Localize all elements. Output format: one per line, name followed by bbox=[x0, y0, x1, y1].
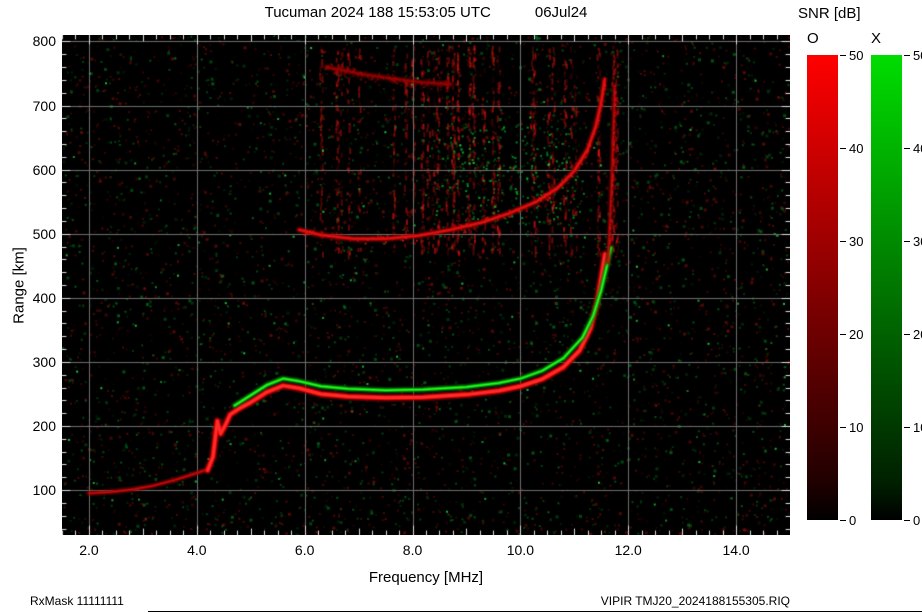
y-tick-label: 100 bbox=[32, 482, 56, 499]
footer-divider bbox=[148, 611, 922, 612]
title-station-time: Tucuman 2024 188 15:53:05 UTC bbox=[264, 4, 491, 21]
colorbar-tick-label: 50 bbox=[849, 48, 864, 63]
colorbar-tick-label: 20 bbox=[913, 327, 922, 342]
y-axis-title: Range [km] bbox=[10, 247, 28, 324]
x-tick-label: 4.0 bbox=[187, 542, 207, 558]
y-tick-label: 200 bbox=[32, 418, 56, 435]
y-tick-label: 800 bbox=[32, 33, 56, 50]
title-date: 06Jul24 bbox=[534, 4, 588, 21]
x-tick-label: 10.0 bbox=[506, 542, 534, 558]
colorbar-tick bbox=[904, 148, 910, 149]
page-title: Tucuman 2024 188 15:53:05 UTC 06Jul24 bbox=[62, 4, 790, 21]
x-tick-label: 2.0 bbox=[79, 542, 99, 558]
colorbar-tick-label: 30 bbox=[913, 234, 922, 249]
y-tick-label: 700 bbox=[32, 97, 56, 114]
y-tick-label: 600 bbox=[32, 161, 56, 178]
colorbar-tick-label: 0 bbox=[849, 513, 857, 528]
y-tick-label: 300 bbox=[32, 353, 56, 370]
x-axis-title: Frequency [MHz] bbox=[368, 569, 484, 586]
x-tick-label: 8.0 bbox=[402, 542, 423, 558]
colorbar-tick-label: 50 bbox=[913, 48, 922, 63]
colorbar-tick bbox=[840, 334, 846, 335]
colorbar-tick bbox=[904, 55, 910, 56]
colorbar-tick bbox=[904, 520, 910, 521]
colorbar-o-mode-label: O bbox=[807, 30, 819, 47]
colorbar-tick-label: 40 bbox=[849, 141, 864, 156]
colorbar-tick-label: 20 bbox=[849, 327, 864, 342]
colorbar-tick-label: 40 bbox=[913, 141, 922, 156]
colorbar-tick bbox=[904, 427, 910, 428]
colorbar-o-gradient bbox=[807, 55, 838, 520]
x-tick-label: 14.0 bbox=[722, 542, 750, 558]
colorbar-title: SNR [dB] bbox=[798, 5, 861, 22]
ionogram-canvas bbox=[62, 35, 790, 535]
colorbar-x-gradient bbox=[871, 55, 902, 520]
colorbar-tick bbox=[904, 334, 910, 335]
colorbar-tick bbox=[840, 148, 846, 149]
rxmask-text: RxMask 11111111 bbox=[30, 594, 124, 608]
colorbar-tick bbox=[840, 427, 846, 428]
colorbar-tick-label: 10 bbox=[849, 420, 864, 435]
colorbar-tick-label: 30 bbox=[849, 234, 864, 249]
colorbar-tick-label: 10 bbox=[913, 420, 922, 435]
colorbar-tick bbox=[840, 55, 846, 56]
colorbar-tick bbox=[840, 241, 846, 242]
y-tick-label: 500 bbox=[32, 225, 56, 242]
colorbar-x-mode-label: X bbox=[871, 30, 882, 47]
y-tick-label: 400 bbox=[32, 289, 56, 306]
colorbar-tick bbox=[840, 520, 846, 521]
file-reference-text: VIPIR TMJ20_2024188155305.RIQ bbox=[600, 594, 790, 608]
colorbar-tick-label: 0 bbox=[913, 513, 921, 528]
x-tick-label: 6.0 bbox=[294, 542, 315, 558]
x-tick-label: 12.0 bbox=[614, 542, 642, 558]
colorbar-tick bbox=[904, 241, 910, 242]
